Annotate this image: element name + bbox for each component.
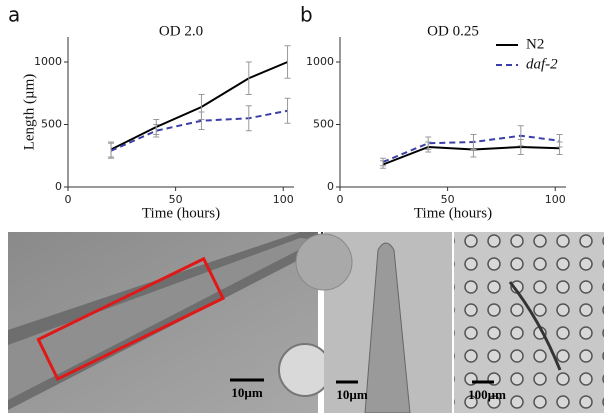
y-tick-label: 500: [313, 118, 334, 131]
error-bar: [198, 111, 205, 130]
y-tick-label: 500: [41, 118, 62, 131]
series-line: [110, 61, 288, 151]
y-axis-label: Length (µm): [21, 74, 37, 151]
error-bar: [284, 45, 291, 79]
x-axis-label: Time (hours): [414, 205, 492, 221]
x-tick-label: 100: [273, 193, 294, 206]
chart-title: OD 0.25: [427, 23, 479, 39]
panel-label: b: [300, 3, 313, 27]
legend-label: N2: [526, 36, 544, 52]
micrograph: 10µm 100µm: [295, 232, 604, 413]
legend-label: daf-2: [526, 56, 558, 72]
error-bar: [284, 97, 291, 124]
y-tick-label: 1000: [306, 55, 334, 68]
x-tick-label: 0: [337, 193, 344, 206]
y-tick-label: 0: [55, 180, 62, 193]
x-tick-label: 50: [169, 193, 183, 206]
chart-title: OD 2.0: [159, 23, 203, 39]
error-bar: [425, 136, 432, 150]
series-line: [110, 109, 288, 152]
error-bar: [517, 125, 524, 147]
y-tick-label: 0: [327, 180, 334, 193]
error-bar: [556, 134, 563, 148]
error-bar: [245, 61, 252, 95]
error-bar: [470, 134, 477, 150]
error-bar: [153, 124, 160, 138]
scale-bar-label: 100µm: [468, 387, 506, 402]
x-tick-label: 100: [545, 193, 566, 206]
scale-bar-label: 10µm: [231, 385, 262, 400]
micrograph: 10µm: [8, 232, 332, 413]
scale-bar-label: 10µm: [336, 387, 367, 402]
error-bar: [108, 142, 115, 159]
error-bar: [380, 157, 387, 167]
x-tick-label: 0: [65, 193, 72, 206]
y-tick-label: 1000: [34, 55, 62, 68]
panel-label: a: [8, 3, 20, 27]
error-bar: [245, 105, 252, 132]
x-tick-label: 50: [441, 193, 455, 206]
x-axis-label: Time (hours): [142, 205, 220, 221]
